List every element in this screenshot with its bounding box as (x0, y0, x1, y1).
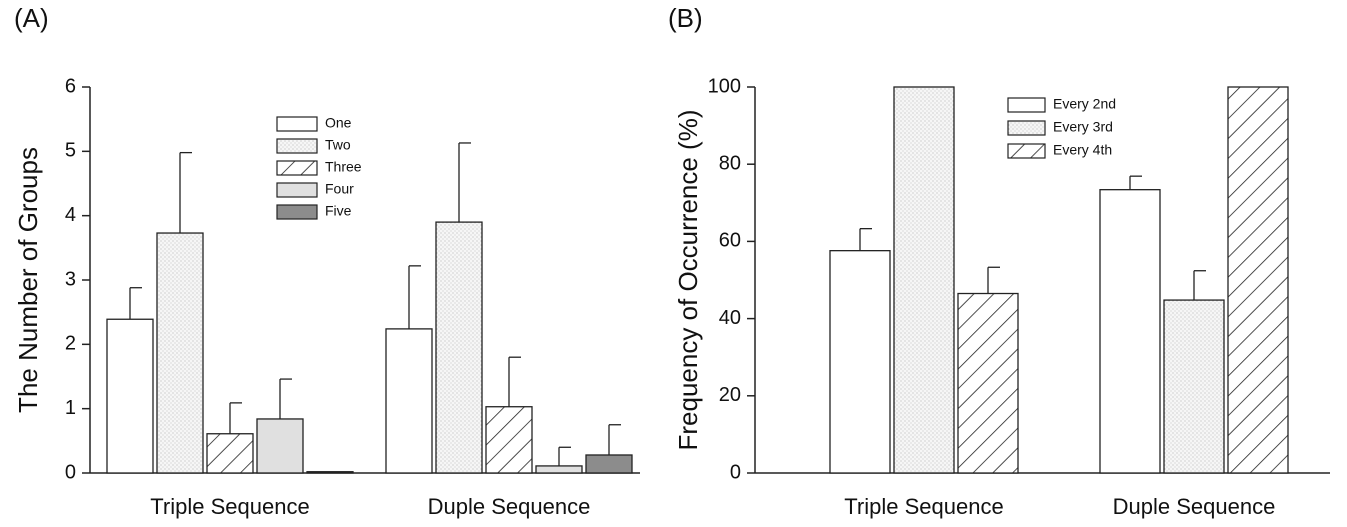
legend-label: Every 2nd (1053, 96, 1116, 112)
legend-swatch (276, 204, 318, 220)
y-tick-label: 60 (719, 230, 741, 252)
bar (485, 406, 533, 474)
panel-label: (A) (14, 3, 49, 33)
y-axis-label: The Number of Groups (13, 147, 43, 413)
y-tick-label: 2 (65, 333, 76, 355)
y-tick-label: 5 (65, 140, 76, 162)
bar (829, 250, 891, 474)
y-tick-label: 1 (65, 397, 76, 419)
legend-label: One (325, 115, 352, 131)
bar (957, 292, 1019, 474)
legend-swatch (276, 138, 318, 154)
legend-swatch (276, 182, 318, 198)
x-tick-label: Triple Sequence (844, 494, 1003, 519)
bar (256, 418, 304, 474)
bar (385, 328, 433, 474)
bar (1163, 299, 1225, 474)
legend-label: Five (325, 203, 352, 219)
legend-label: Every 3rd (1053, 119, 1113, 135)
panel-label: (B) (668, 3, 703, 33)
bar (1099, 189, 1161, 474)
legend-label: Two (325, 137, 351, 153)
legend-swatch (276, 160, 318, 176)
x-tick-label: Triple Sequence (150, 494, 309, 519)
x-tick-label: Duple Sequence (1113, 494, 1276, 519)
x-tick-label: Duple Sequence (428, 494, 591, 519)
legend-label: Four (325, 181, 354, 197)
y-tick-label: 3 (65, 268, 76, 290)
y-tick-label: 4 (65, 204, 76, 226)
legend-swatch (1007, 97, 1046, 113)
bar (585, 454, 633, 474)
bar (156, 232, 204, 474)
y-tick-label: 100 (708, 75, 741, 97)
y-tick-label: 20 (719, 384, 741, 406)
y-axis-label: Frequency of Occurrence (%) (673, 109, 703, 450)
legend-swatch (1007, 120, 1046, 136)
legend-label: Every 4th (1053, 142, 1112, 158)
bar (106, 318, 154, 474)
y-tick-label: 0 (65, 461, 76, 483)
y-tick-label: 40 (719, 307, 741, 329)
bar (535, 465, 583, 474)
y-tick-label: 80 (719, 152, 741, 174)
y-tick-label: 6 (65, 75, 76, 97)
bar (306, 471, 354, 474)
bar (893, 86, 955, 474)
bar (206, 433, 254, 474)
y-tick-label: 0 (730, 461, 741, 483)
legend-swatch (1007, 143, 1046, 159)
legend-label: Three (325, 159, 362, 175)
legend-swatch (276, 116, 318, 132)
bar (435, 221, 483, 474)
bar (1227, 86, 1289, 474)
